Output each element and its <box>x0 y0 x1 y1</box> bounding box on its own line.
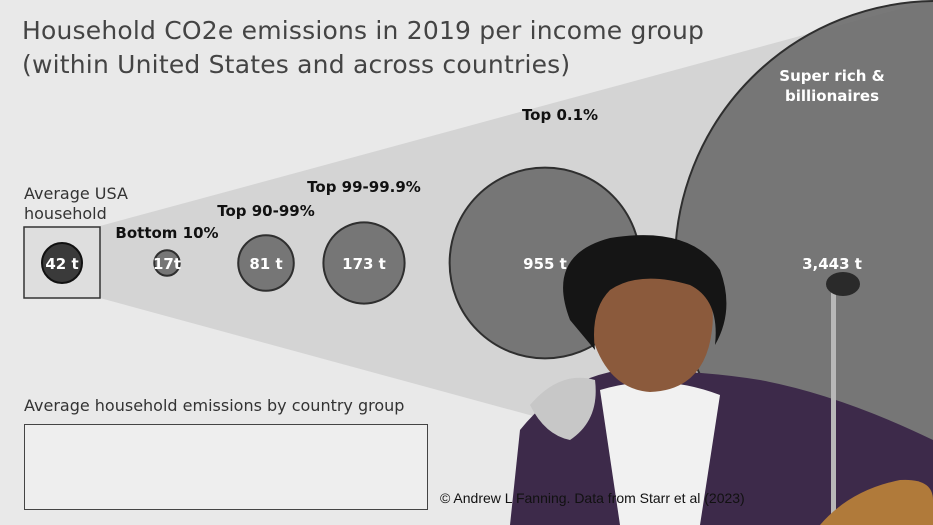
chart-title: Household CO2e emissions in 2019 per inc… <box>22 16 705 45</box>
average-value-label: 42 t <box>45 255 78 273</box>
income-bubble-1 <box>237 234 295 292</box>
super-rich-label-line2: billionaires <box>785 87 879 105</box>
income-bubble-2 <box>322 221 406 305</box>
performer-photo <box>510 235 933 525</box>
average-label-line2: household <box>24 204 107 223</box>
chart-subtitle: (within United States and across countri… <box>22 50 571 79</box>
credit-text: © Andrew L Fanning. Data from Starr et a… <box>440 490 745 506</box>
average-bubble <box>41 242 83 284</box>
income-value-label-1: 81 t <box>249 255 282 273</box>
income-bubble-0 <box>153 249 181 277</box>
lace-glove-shape <box>530 377 596 440</box>
ruffled-shirt-shape <box>600 382 720 525</box>
income-value-label-0: 17t <box>153 255 181 273</box>
country-group-legend <box>24 424 428 510</box>
income-value-label-3: 955 t <box>523 255 567 273</box>
income-category-label-1: Top 90-99% <box>217 202 315 220</box>
super-rich-label-line1: Super rich & <box>779 67 884 85</box>
face-shape <box>585 261 713 392</box>
microphone-stand <box>831 290 836 525</box>
microphone-icon <box>826 272 860 296</box>
legend-title: Average household emissions by country g… <box>24 396 405 415</box>
average-label-line1: Average USA <box>24 184 128 203</box>
income-category-label-2: Top 99-99.9% <box>307 178 421 196</box>
income-value-label-4: 3,443 t <box>802 255 862 273</box>
income-value-label-2: 173 t <box>342 255 386 273</box>
hair-shape <box>563 235 727 350</box>
income-category-label-0: Bottom 10% <box>115 224 218 242</box>
guitar-shape <box>820 479 933 525</box>
income-category-label-3: Top 0.1% <box>522 106 598 124</box>
